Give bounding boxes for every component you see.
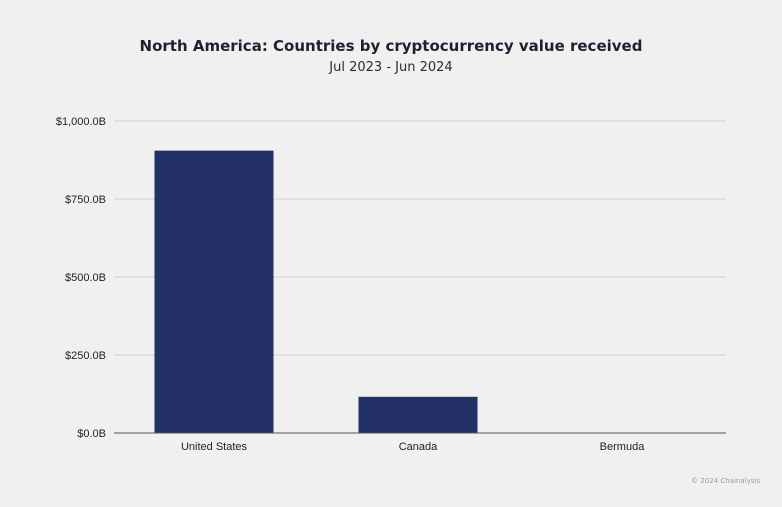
y-axis-ticks: $0.0B $250.0B $500.0B $750.0B $1,000.0B bbox=[56, 116, 106, 440]
y-tick-label: $250.0B bbox=[65, 350, 106, 362]
x-category-label: United States bbox=[181, 441, 248, 453]
copyright-credit: © 2024 Chainalysis bbox=[691, 477, 760, 485]
chart-subtitle: Jul 2023 - Jun 2024 bbox=[329, 60, 453, 75]
bar-united-states bbox=[154, 150, 274, 433]
y-tick-label: $500.0B bbox=[65, 272, 106, 284]
y-tick-label: $0.0B bbox=[77, 428, 106, 440]
y-tick-label: $1,000.0B bbox=[56, 116, 106, 128]
x-category-label: Bermuda bbox=[600, 441, 646, 453]
bar-canada bbox=[358, 396, 478, 433]
chart-title: North America: Countries by cryptocurren… bbox=[139, 37, 643, 55]
x-axis-labels: United States Canada Bermuda bbox=[181, 441, 645, 453]
y-tick-label: $750.0B bbox=[65, 194, 106, 206]
x-category-label: Canada bbox=[399, 441, 438, 453]
bars bbox=[154, 150, 682, 433]
